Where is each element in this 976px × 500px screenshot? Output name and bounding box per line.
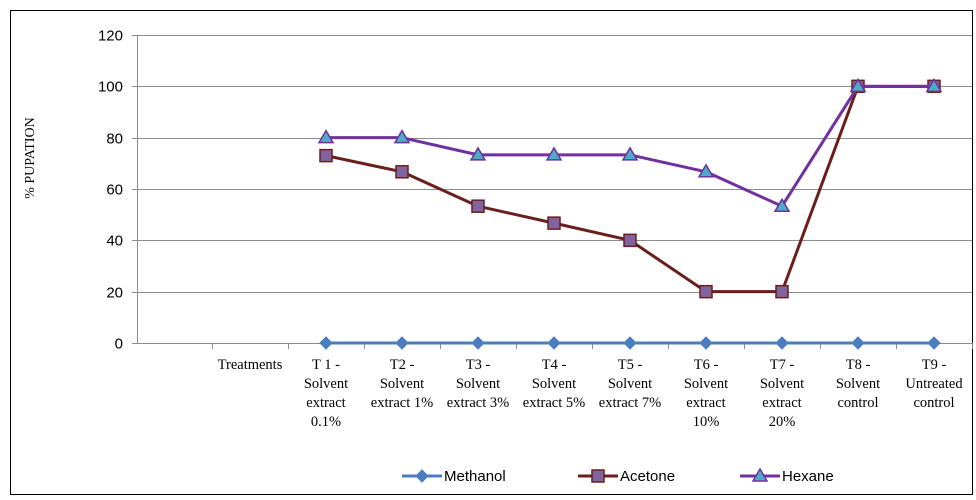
data-point bbox=[925, 77, 943, 93]
data-point bbox=[699, 336, 713, 350]
x-tick-label: T2 -Solvent extract 1% bbox=[371, 357, 433, 411]
legend-item-methanol: Methanol bbox=[402, 468, 506, 485]
data-point bbox=[395, 336, 409, 350]
x-tick-label: Treatments bbox=[218, 357, 283, 373]
legend-marker bbox=[415, 469, 429, 483]
x-tick-label: T7 -Solvent extract 20% bbox=[760, 357, 804, 430]
data-point bbox=[773, 197, 791, 212]
legend-item-acetone: Acetone bbox=[578, 468, 675, 485]
legend-marker bbox=[751, 467, 769, 482]
x-tick-label: T5 -Solvent extract 7% bbox=[599, 357, 661, 411]
series-lines bbox=[317, 77, 943, 350]
data-point bbox=[849, 77, 867, 93]
data-point bbox=[547, 336, 561, 350]
data-point bbox=[395, 165, 409, 179]
legend-label: Hexane bbox=[782, 468, 834, 485]
x-tick-labels: Treatments T 1 -Solvent extract 0.1% T2 -Sol… bbox=[218, 357, 964, 430]
x-tick-label: T8 -Solvent control bbox=[836, 357, 880, 411]
data-point bbox=[471, 199, 485, 213]
x-tick-label: T9 -Untreated control bbox=[905, 357, 963, 411]
series-methanol bbox=[319, 336, 941, 350]
data-point bbox=[547, 216, 561, 230]
y-tick-label: 0 bbox=[115, 336, 123, 353]
data-point bbox=[927, 336, 941, 350]
data-point bbox=[697, 163, 715, 178]
y-axis-title: % PUPATION bbox=[23, 117, 38, 199]
legend-label: Acetone bbox=[620, 468, 675, 485]
data-point bbox=[621, 146, 639, 161]
legend: Methanol Acetone Hexane bbox=[402, 467, 834, 485]
series-hexane bbox=[317, 77, 943, 212]
data-point bbox=[319, 148, 333, 163]
data-point bbox=[775, 336, 789, 350]
data-point bbox=[545, 146, 563, 161]
y-tick-label: 120 bbox=[98, 28, 123, 45]
data-point bbox=[469, 146, 487, 161]
gridlines bbox=[137, 35, 972, 293]
data-point bbox=[317, 129, 335, 144]
x-tick-label: T4 -Solvent extract 5% bbox=[523, 357, 585, 411]
legend-marker bbox=[591, 469, 605, 483]
data-point bbox=[623, 233, 637, 248]
data-point bbox=[851, 336, 865, 350]
data-point bbox=[393, 129, 411, 144]
legend-item-hexane: Hexane bbox=[740, 467, 834, 485]
y-tick-label: 100 bbox=[98, 79, 123, 96]
y-tick-label: 80 bbox=[106, 131, 123, 148]
chart-border bbox=[10, 10, 973, 495]
data-point bbox=[319, 336, 333, 350]
data-point bbox=[699, 284, 713, 299]
y-tick-label: 40 bbox=[106, 233, 123, 250]
legend-label: Methanol bbox=[444, 468, 506, 485]
y-tick-label: 60 bbox=[106, 182, 123, 199]
x-tick-label: T3 -Solvent extract 3% bbox=[447, 357, 509, 411]
data-point bbox=[623, 336, 637, 350]
data-point bbox=[775, 284, 789, 299]
x-tick-label: T6 -Solvent extract 10% bbox=[684, 357, 728, 430]
x-tick-label: T 1 -Solvent extract 0.1% bbox=[304, 357, 348, 430]
y-tick-label: 20 bbox=[106, 285, 123, 302]
y-tick-labels: 0 20 40 60 80 100 120 bbox=[98, 28, 123, 353]
data-point bbox=[471, 336, 485, 350]
